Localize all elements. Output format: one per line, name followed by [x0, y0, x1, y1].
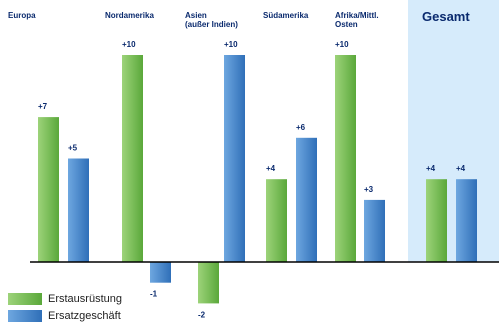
bar-ersatzgeschaeft-2: [224, 55, 245, 262]
bar-erstausruestung-4: [335, 55, 356, 262]
bar-erstausruestung-0: [38, 117, 59, 262]
bar-erstausruestung-1: [122, 55, 143, 262]
legend-swatch-blue: [8, 310, 42, 322]
legend-label-erstausruestung: Erstausrüstung: [48, 293, 122, 305]
legend: Erstausrüstung Ersatzgeschäft: [8, 292, 122, 326]
bar-erstausruestung-5: [426, 179, 447, 262]
bar-ersatzgeschaeft-1: [150, 262, 171, 283]
data-label-erstausruestung-3: +4: [266, 164, 276, 173]
data-label-ersatzgeschaeft-2: +10: [224, 40, 238, 49]
data-label-ersatzgeschaeft-1: -1: [150, 290, 158, 299]
bar-ersatzgeschaeft-0: [68, 158, 89, 262]
data-label-ersatzgeschaeft-3: +6: [296, 123, 306, 132]
category-label-nordamerika: Nordamerika: [105, 11, 154, 20]
data-label-erstausruestung-4: +10: [335, 40, 349, 49]
data-label-ersatzgeschaeft-4: +3: [364, 185, 374, 194]
legend-item-erstausruestung: Erstausrüstung: [8, 292, 122, 306]
data-label-erstausruestung-5: +4: [426, 164, 436, 173]
data-label-ersatzgeschaeft-0: +5: [68, 144, 78, 153]
category-label-suedamerika: Südamerika: [263, 11, 309, 20]
data-label-ersatzgeschaeft-5: +4: [456, 164, 466, 173]
category-label-asien: Asien (außer Indien): [185, 11, 238, 29]
bar-ersatzgeschaeft-4: [364, 199, 385, 262]
bar-ersatzgeschaeft-5: [456, 179, 477, 262]
data-label-erstausruestung-1: +10: [122, 40, 136, 49]
legend-label-ersatzgeschaeft: Ersatzgeschäft: [48, 310, 121, 322]
bar-ersatzgeschaeft-3: [296, 137, 317, 262]
total-highlight-panel: [408, 0, 499, 262]
data-label-erstausruestung-0: +7: [38, 102, 48, 111]
category-label-europa: Europa: [8, 11, 36, 20]
legend-item-ersatzgeschaeft: Ersatzgeschäft: [8, 309, 122, 323]
data-label-erstausruestung-2: -2: [198, 310, 206, 319]
category-label-afrika: Afrika/Mittl. Osten: [335, 11, 379, 29]
category-label-gesamt: Gesamt: [422, 9, 470, 24]
legend-swatch-green: [8, 293, 42, 305]
bar-erstausruestung-2: [198, 262, 219, 304]
bar-erstausruestung-3: [266, 179, 287, 262]
